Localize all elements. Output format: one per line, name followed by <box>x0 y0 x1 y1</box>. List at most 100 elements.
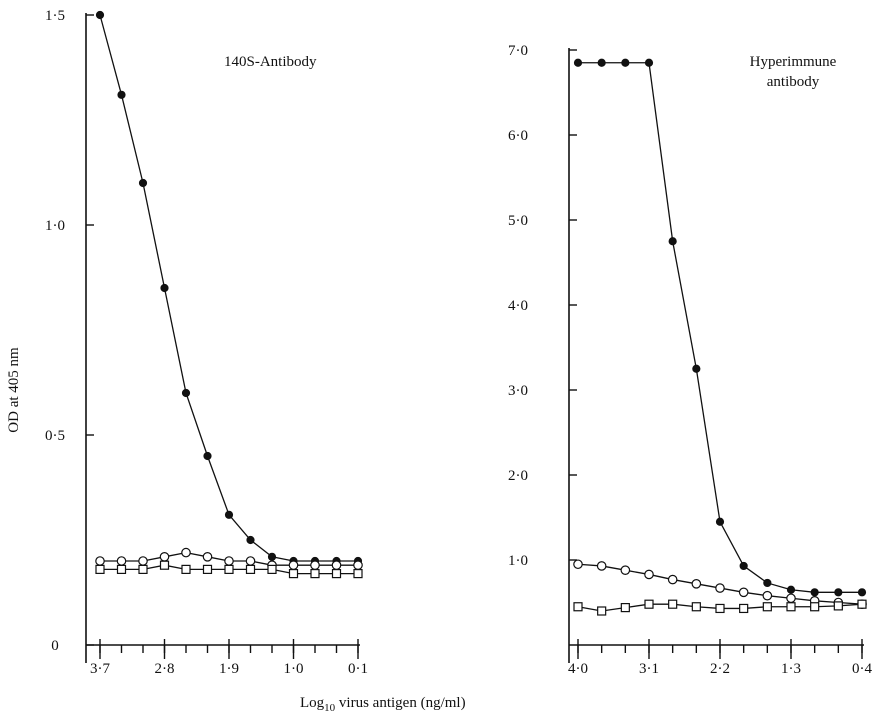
data-point-open-circle <box>310 560 320 570</box>
x-tick-label: 2·8 <box>155 661 175 677</box>
data-point-open-square <box>288 568 299 579</box>
x-tick-label: 1·0 <box>284 661 304 677</box>
data-point-open-square <box>810 602 820 612</box>
data-point-open-square <box>857 599 867 609</box>
panel-title-line: antibody <box>767 74 820 90</box>
data-point-open-circle <box>762 590 773 601</box>
data-point-open-square <box>715 603 725 614</box>
y-tick-label: 1·0 <box>508 553 528 569</box>
data-point-open-circle <box>573 559 583 570</box>
data-point-filled-circle <box>834 588 843 597</box>
y-tick-label: 1·5 <box>45 8 65 24</box>
data-point-filled-circle <box>621 58 630 67</box>
panel-hyperimmune-antibody: 1·0 2·0 3·0 4·0 5·0 6·0 7·0 4·0 3·1 2·2 1·3 0·4 Hype… <box>508 43 872 677</box>
data-point-filled-circle <box>715 517 725 526</box>
data-point-open-circle <box>245 556 256 566</box>
data-point-open-square <box>597 606 607 616</box>
y-tick-label: 6·0 <box>508 128 528 144</box>
x-tick-label: 1·3 <box>781 661 801 677</box>
data-point-open-circle <box>353 560 363 570</box>
data-point-open-circle <box>667 574 678 585</box>
data-point-open-circle <box>786 593 796 604</box>
data-point-open-circle <box>224 556 234 566</box>
x-axis-title-main: Log <box>300 695 325 711</box>
data-point-open-square <box>331 568 342 579</box>
y-tick-label: 4·0 <box>508 298 528 314</box>
x-tick-label: 1·9 <box>219 661 239 677</box>
data-point-filled-circle <box>203 451 212 461</box>
x-tick-label: 0·1 <box>348 661 368 677</box>
data-point-filled-circle <box>224 510 234 519</box>
y-axis-title: OD at 405 nm <box>6 347 22 433</box>
x-tick-label: 4·0 <box>568 661 588 677</box>
data-point-open-circle <box>116 556 127 566</box>
data-point-open-circle <box>288 560 299 570</box>
data-point-filled-circle <box>786 585 796 594</box>
data-point-open-circle <box>644 569 654 580</box>
panel-title: 140S-Antibody <box>224 54 317 70</box>
data-point-open-square <box>644 599 654 609</box>
series-line <box>99 14 358 562</box>
y-tick-label: 2·0 <box>508 468 528 484</box>
panel-title-line: 140S-Antibody <box>224 54 317 70</box>
data-point-open-square <box>833 601 843 611</box>
data-point-open-square <box>224 564 234 575</box>
data-point-open-square <box>159 560 170 570</box>
x-tick-label: 0·4 <box>852 661 872 677</box>
data-point-open-square <box>691 602 701 612</box>
data-point-open-square <box>116 564 127 575</box>
data-point-filled-circle <box>668 237 677 246</box>
data-point-open-square <box>202 564 213 575</box>
data-point-open-circle <box>159 551 170 562</box>
y-tick-label: 0·5 <box>45 428 65 444</box>
data-point-filled-circle <box>267 552 277 561</box>
data-point-filled-circle <box>810 588 819 597</box>
x-tick-label: 3·7 <box>90 661 110 677</box>
data-point-open-circle <box>95 556 105 566</box>
data-point-open-circle <box>620 565 631 575</box>
data-point-filled-circle <box>117 90 126 99</box>
data-point-filled-circle <box>181 388 191 398</box>
data-point-open-square <box>95 564 105 575</box>
data-point-filled-circle <box>763 578 772 588</box>
data-point-open-circle <box>596 561 607 571</box>
data-point-open-square <box>762 602 772 612</box>
panel-title-line: Hyperimmune <box>750 54 837 70</box>
data-point-filled-circle <box>692 364 701 373</box>
data-point-filled-circle <box>95 10 105 20</box>
y-tick-label: 5·0 <box>508 213 528 229</box>
x-axis-title: Log10 virus antigen (ng/ml) <box>300 695 466 714</box>
data-point-open-square <box>353 568 363 579</box>
data-point-open-square <box>181 564 191 575</box>
data-point-open-circle <box>202 551 213 562</box>
data-point-open-circle <box>738 587 749 598</box>
data-point-filled-circle <box>644 58 654 67</box>
y-tick-label: 0 <box>51 638 59 654</box>
data-point-open-square <box>245 564 256 575</box>
panel-title: Hyperimmune antibody <box>750 54 837 90</box>
data-point-open-square <box>310 568 320 579</box>
data-point-open-square <box>138 564 148 575</box>
data-point-open-square <box>668 599 678 609</box>
data-point-open-square <box>267 564 277 575</box>
series-line <box>578 62 862 593</box>
x-tick-label: 2·2 <box>710 661 730 677</box>
x-axis-title-rest: virus antigen (ng/ml) <box>335 695 465 711</box>
data-point-open-circle <box>138 556 148 566</box>
x-tick-label: 3·1 <box>639 661 659 677</box>
panel-140s-antibody: 0 0·5 1·0 1·5 3·7 2·8 1·9 1·0 0·1 140S-Antibody <box>45 8 368 677</box>
y-tick-label: 1·0 <box>45 218 65 234</box>
data-point-filled-circle <box>597 58 606 67</box>
x-axis-title-subscript: 10 <box>324 702 336 714</box>
data-point-open-circle <box>181 547 191 558</box>
data-point-open-circle <box>691 578 702 589</box>
data-point-filled-circle <box>573 58 583 67</box>
data-point-open-square <box>620 602 630 613</box>
y-tick-label: 7·0 <box>508 43 528 59</box>
data-point-filled-circle <box>857 588 867 597</box>
data-point-filled-circle <box>160 283 169 293</box>
data-point-filled-circle <box>138 178 148 188</box>
data-point-open-square <box>786 602 796 612</box>
data-point-filled-circle <box>739 561 748 571</box>
